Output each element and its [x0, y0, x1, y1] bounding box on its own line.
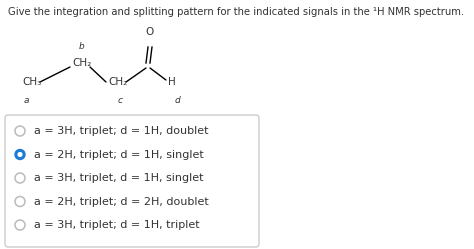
Text: a: a	[24, 96, 29, 105]
Text: CH₂: CH₂	[72, 58, 91, 68]
Text: b: b	[79, 42, 85, 51]
Circle shape	[18, 153, 22, 156]
Text: CH₃: CH₃	[22, 77, 41, 87]
Text: H: H	[168, 77, 176, 87]
Text: a = 2H, triplet; d = 1H, singlet: a = 2H, triplet; d = 1H, singlet	[34, 149, 204, 160]
Text: a = 2H, triplet; d = 2H, doublet: a = 2H, triplet; d = 2H, doublet	[34, 196, 209, 206]
Text: O: O	[146, 27, 154, 37]
Text: c: c	[118, 96, 123, 105]
Text: d: d	[175, 96, 181, 105]
Text: Give the integration and splitting pattern for the indicated signals in the ¹H N: Give the integration and splitting patte…	[8, 7, 464, 17]
Circle shape	[15, 149, 25, 160]
Text: a = 3H, triplet; d = 1H, doublet: a = 3H, triplet; d = 1H, doublet	[34, 126, 209, 136]
Text: a = 3H, triplet, d = 1H, singlet: a = 3H, triplet, d = 1H, singlet	[34, 173, 203, 183]
Text: CH₂: CH₂	[108, 77, 127, 87]
FancyBboxPatch shape	[5, 115, 259, 247]
Text: a = 3H, triplet; d = 1H, triplet: a = 3H, triplet; d = 1H, triplet	[34, 220, 200, 230]
